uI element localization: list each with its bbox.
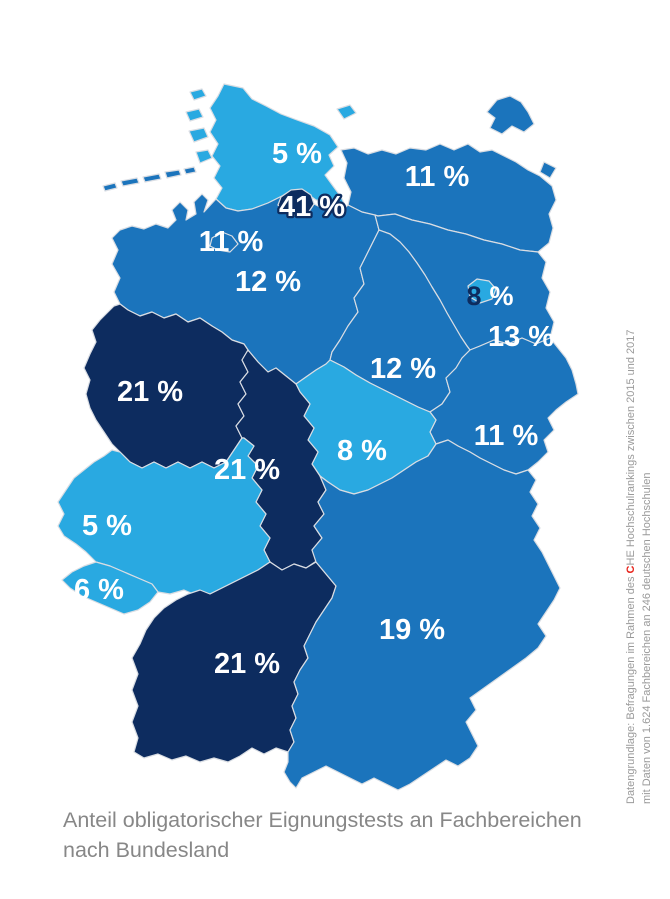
state-label-bremen: 11% — [199, 226, 264, 258]
source-note-line1: Datengrundlage: Befragungen im Rahmen de… — [625, 329, 638, 804]
state-label-brandenburg: 13% — [488, 321, 554, 353]
state-label-sachsen-anhalt: 12% — [370, 353, 436, 385]
state-mv-island-usedom — [539, 161, 557, 179]
state-label-schleswig-holstein: 5% — [272, 138, 322, 170]
state-ni-island — [142, 173, 162, 183]
chart-title-line1: Anteil obligatorischer Eignungstests an … — [63, 808, 582, 832]
state-sh-island — [195, 149, 213, 164]
state-sh-island — [185, 108, 204, 122]
state-saarland — [61, 561, 159, 615]
state-ni-island — [183, 166, 197, 175]
state-hamburg — [277, 188, 315, 217]
state-label-berlin: 8% — [466, 281, 513, 311]
chart-title-line2: nach Bundesland — [63, 837, 230, 862]
state-label-thueringen: 8% — [337, 435, 387, 467]
state-label-rheinland-pfalz: 5% — [82, 510, 132, 542]
state-label-niedersachsen: 12% — [235, 266, 301, 298]
state-bremen — [209, 231, 239, 253]
state-label-mecklenburg-vorpommern: 11% — [405, 161, 470, 193]
state-ni-island — [164, 169, 182, 179]
state-ni-island — [102, 182, 118, 192]
germany-map: 5% 41% 11% 11% 12% 8% 13% 12% 11% 8% 21%… — [57, 83, 579, 791]
chart-title: Anteil obligatorischer Eignungstests an … — [63, 806, 582, 865]
state-label-baden-wuerttemberg: 21% — [214, 648, 280, 680]
state-label-sachsen: 11% — [474, 420, 539, 452]
state-label-bayern: 19% — [379, 614, 445, 646]
state-mv-island-ruegen — [486, 95, 535, 135]
state-label-saarland: 6% — [74, 574, 124, 606]
state-label-hessen: 21% — [214, 454, 280, 486]
state-bayern — [283, 439, 561, 791]
state-sh-island-fehmarn — [336, 104, 357, 120]
state-label-nordrhein-westfalen: 21% — [117, 376, 183, 408]
state-ni-island — [120, 177, 140, 187]
state-sh-island — [188, 127, 209, 143]
state-sh-island — [189, 88, 207, 101]
state-label-hamburg: 41% — [279, 191, 345, 223]
che-logo-letter: C — [625, 565, 638, 574]
source-note-line2: mit Daten von 1.624 Fachbereichen an 246… — [641, 472, 654, 804]
state-berlin — [467, 278, 497, 304]
source-note: Datengrundlage: Befragungen im Rahmen de… — [624, 238, 656, 804]
